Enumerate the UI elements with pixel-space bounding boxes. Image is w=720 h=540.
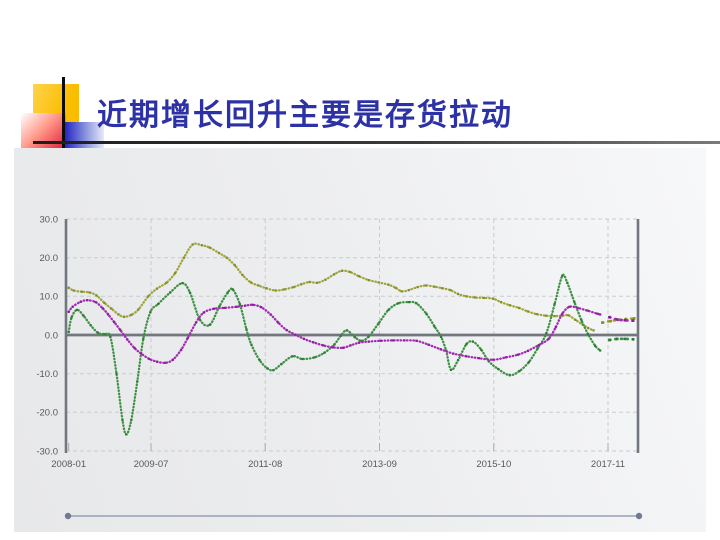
x-axis-labels: 2008-01 2009-07 2011-08 2013-09 2015-10 2017-… bbox=[51, 459, 625, 470]
deco-vertical-line bbox=[62, 77, 65, 150]
svg-text:2009-07: 2009-07 bbox=[134, 459, 169, 470]
svg-text:2013-09: 2013-09 bbox=[362, 459, 397, 470]
green-series-markers bbox=[67, 274, 602, 436]
svg-text:2017-11: 2017-11 bbox=[591, 459, 625, 470]
svg-text:2011-08: 2011-08 bbox=[248, 459, 282, 470]
x-axis-ticks bbox=[68, 443, 609, 451]
olive-series bbox=[67, 242, 636, 332]
svg-text:-10.0: -10.0 bbox=[36, 369, 58, 380]
svg-text:10.0: 10.0 bbox=[40, 292, 59, 303]
olive-series-markers bbox=[67, 243, 595, 332]
purple-series-forecast-markers bbox=[608, 315, 635, 322]
y-axis-labels: 30.0 20.0 10.0 0.0 -10.0 -20.0 -30.0 bbox=[36, 214, 58, 457]
svg-text:20.0: 20.0 bbox=[40, 253, 59, 264]
title-rule bbox=[33, 141, 720, 144]
purple-series bbox=[67, 299, 635, 365]
svg-text:-20.0: -20.0 bbox=[36, 408, 58, 419]
chart-scrollbar[interactable] bbox=[64, 512, 643, 520]
slide-title: 近期增长回升主要是存货拉动 bbox=[97, 99, 513, 132]
green-series bbox=[67, 273, 635, 436]
svg-text:30.0: 30.0 bbox=[40, 214, 59, 225]
scrollbar-right-handle[interactable] bbox=[635, 512, 643, 520]
svg-text:2008-01: 2008-01 bbox=[51, 459, 86, 470]
deco-red-square bbox=[21, 113, 66, 152]
purple-series-markers bbox=[67, 299, 602, 364]
deco-blue-square bbox=[65, 122, 104, 153]
green-series-line bbox=[67, 273, 602, 436]
svg-text:-30.0: -30.0 bbox=[36, 446, 58, 457]
purple-series-line bbox=[67, 299, 602, 365]
green-series-forecast-line bbox=[608, 337, 635, 342]
purple-series-forecast-line bbox=[608, 315, 635, 323]
svg-text:0.0: 0.0 bbox=[45, 330, 58, 341]
svg-text:2015-10: 2015-10 bbox=[476, 459, 511, 470]
scrollbar-left-handle[interactable] bbox=[64, 512, 72, 520]
green-series-forecast-markers bbox=[608, 337, 635, 342]
